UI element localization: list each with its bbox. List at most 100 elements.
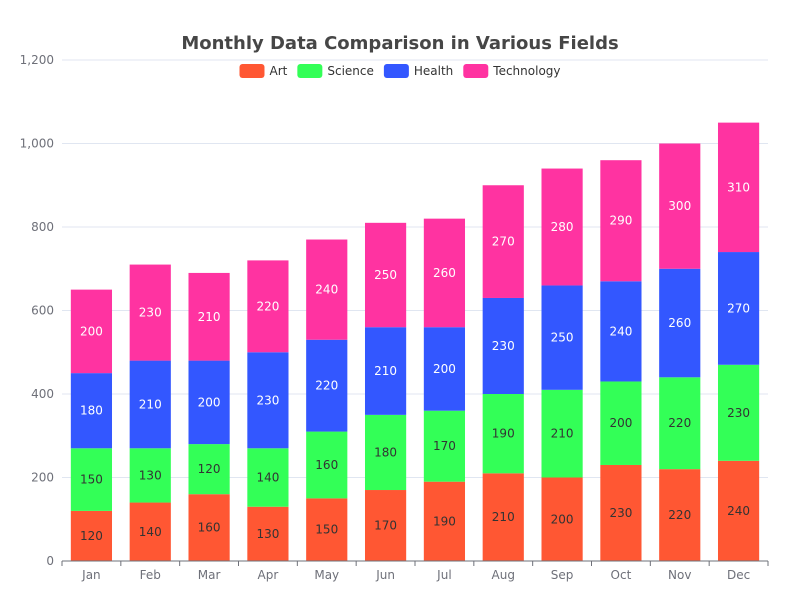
data-label: 220 [668,508,691,522]
bar-segment-art [306,498,348,561]
bar-segment-health [659,268,701,378]
data-label: 120 [198,462,221,476]
data-label: 250 [551,331,574,345]
bar-segment-health [247,352,289,449]
x-tick-label: Oct [611,568,632,582]
data-label: 260 [668,316,691,330]
y-tick-label: 600 [31,304,54,318]
bar-segment-health [129,360,171,449]
data-label: 130 [256,527,279,541]
data-label: 200 [80,324,103,338]
bar-segment-health [306,339,348,432]
bar-segment-science [364,414,407,491]
legend-item-health[interactable]: Health [383,64,453,78]
data-label: 120 [80,529,103,543]
bar-segment-technology [364,222,407,328]
x-axis: Jan Feb Mar Apr May Jun Jul Aug Sep Oct Nov Dec [61,560,769,582]
bar-segment-art [482,473,524,561]
data-label: 210 [492,510,515,524]
x-tick-label: Mar [198,568,221,582]
bar-segment-technology [247,260,289,353]
y-axis: 0 200 400 600 800 1,000 1,200 [20,53,54,568]
bar-segment-technology [541,168,583,286]
x-tick-label: Dec [727,568,750,582]
x-tick-label: Apr [258,568,279,582]
x-tick-label: Feb [140,568,161,582]
data-label: 230 [492,339,515,353]
legend-swatch [383,64,409,78]
bar-segment-art [600,464,642,561]
data-label: 220 [668,416,691,430]
bar-segment-technology [482,185,524,298]
bar-segment-art [659,469,701,561]
data-label: 130 [139,468,162,482]
bar-segment-science [188,444,230,495]
data-label: 190 [433,514,456,528]
data-label: 270 [727,301,750,315]
bar-segment-science [659,377,701,470]
data-label: 220 [256,299,279,313]
bar-segment-science [717,364,760,461]
data-label: 200 [433,362,456,376]
legend-item-science[interactable]: Science [297,64,374,78]
bar-segment-technology [717,122,760,253]
bar-segment-technology [600,160,642,282]
data-label: 210 [551,427,574,441]
data-label: 170 [374,519,397,533]
data-label: 180 [374,445,397,459]
bar-segment-technology [188,272,230,361]
data-label: 280 [551,220,574,234]
bar-segment-health [600,281,642,382]
x-tick-label: Jul [436,568,451,582]
x-tick-label: Nov [668,568,691,582]
x-tick-label: May [314,568,339,582]
data-label: 210 [198,310,221,324]
data-label: 200 [551,512,574,526]
data-label: 160 [315,458,338,472]
x-tick-label: Sep [551,568,574,582]
bar-segment-technology [423,218,466,328]
chart-title: Monthly Data Comparison in Various Field… [181,33,618,54]
bar-segment-technology [129,264,171,361]
legend-label: Art [269,64,287,78]
data-label: 190 [492,427,515,441]
data-label: 220 [315,379,338,393]
bar-segment-art [364,490,407,561]
data-label: 230 [256,393,279,407]
bar-segment-science [541,389,583,478]
bar-segment-art [247,506,289,561]
bar-segment-health [717,252,760,365]
bar-segment-science [423,410,466,482]
data-label: 210 [139,397,162,411]
bar-segment-art [188,494,230,561]
bar-segment-art [717,460,760,561]
data-label: 200 [198,395,221,409]
data-label: 310 [727,180,750,194]
data-label: 180 [80,404,103,418]
legend-item-art[interactable]: Art [239,64,288,78]
data-label: 140 [256,471,279,485]
data-label: 170 [433,439,456,453]
bar-segment-art [423,481,466,561]
legend-item-technology[interactable]: Technology [463,64,561,78]
bar-segment-technology [70,289,113,374]
y-tick-label: 1,200 [20,53,54,67]
legend-swatch [239,64,265,78]
bar-segment-art [129,502,171,561]
data-label: 300 [668,199,691,213]
legend: Art Science Health Technology [239,64,561,78]
grid-lines [62,59,768,478]
x-tick-label: Aug [492,568,515,582]
bar-segment-science [129,448,171,503]
data-label: 150 [80,473,103,487]
bar-segment-health [364,327,407,415]
y-tick-label: 400 [31,387,54,401]
bar-segment-science [482,394,524,474]
y-tick-label: 1,000 [20,137,54,151]
bar-segment-science [247,448,289,507]
legend-label: Science [327,64,374,78]
bar-segment-art [541,477,583,561]
legend-swatch [297,64,323,78]
bar-segment-health [423,327,466,411]
bar-segment-art [70,510,113,561]
